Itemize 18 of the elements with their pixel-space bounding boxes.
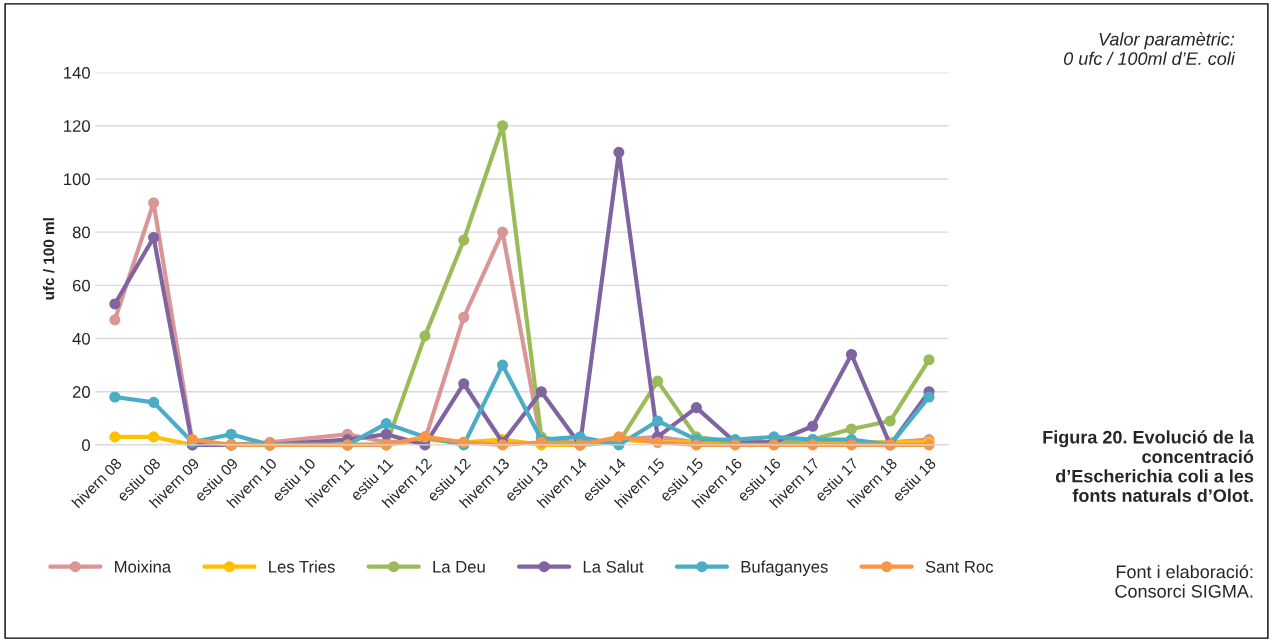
y-tick-label: 120 <box>64 120 90 132</box>
legend-label: Les Tries <box>269 560 335 573</box>
y-tick-label: 40 <box>72 332 90 345</box>
legend-label: Sant Roc <box>925 560 994 573</box>
text: Font i elaboració: Consorci SIGMA. <box>1115 564 1253 598</box>
y-axis-title: ufc / 100 ml <box>43 218 55 300</box>
y-tick-label: 0 <box>82 439 90 452</box>
text: Valor paramètric: 0 ufc / 100ml d’E. coli <box>1064 32 1236 66</box>
y-tick-label: 100 <box>64 173 90 186</box>
y-tick-label: 60 <box>72 279 90 292</box>
legend-label: La Salut <box>583 560 644 573</box>
text: Figura 20. Evolució de la concentració d’Escherichia coli a les fonts naturals d’Olot. <box>1043 430 1255 502</box>
y-tick-label: 20 <box>72 386 90 398</box>
y-tick-label: 80 <box>72 226 90 239</box>
legend-label: Moixina <box>115 560 172 573</box>
y-tick-label: 140 <box>64 66 90 79</box>
legend-label: La Deu <box>433 561 485 573</box>
legend-label: Bufaganyes <box>741 560 828 576</box>
